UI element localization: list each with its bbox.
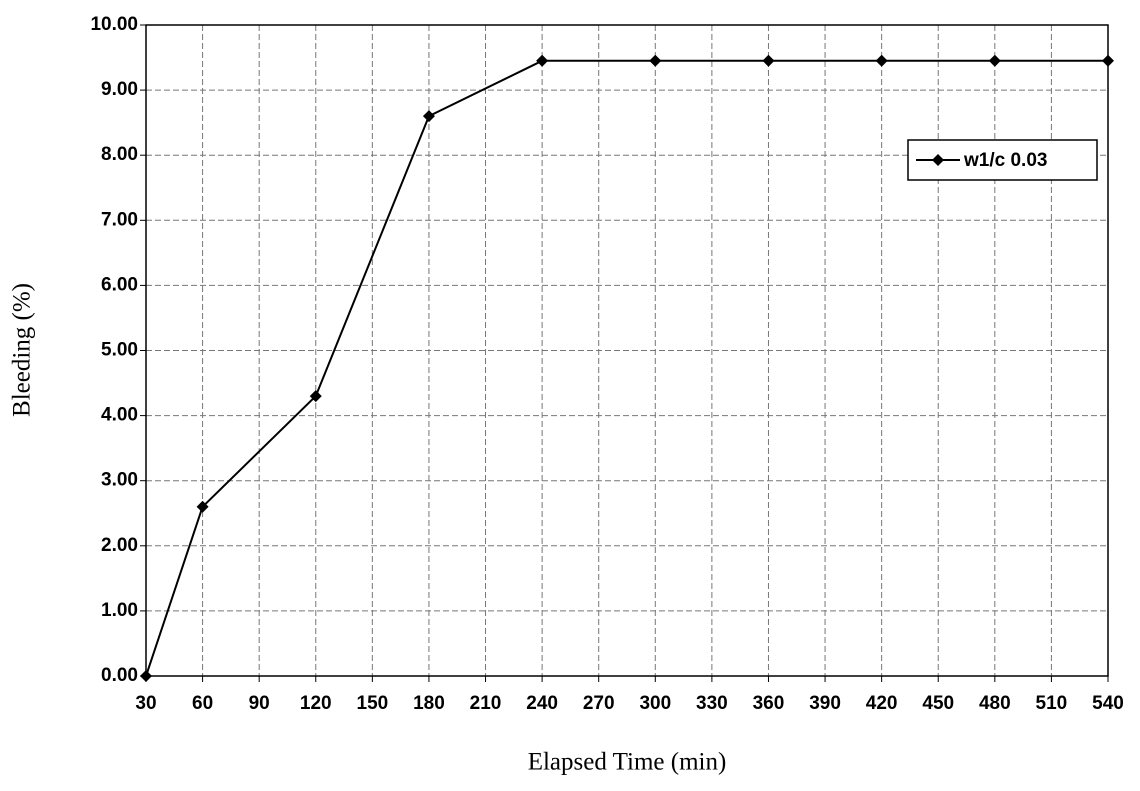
y-tick-label: 1.00 — [101, 600, 138, 621]
x-tick-label: 480 — [979, 693, 1011, 714]
y-tick-label: 0.00 — [101, 665, 138, 686]
data-point — [1102, 54, 1114, 67]
y-tick-label: 10.00 — [90, 14, 138, 35]
x-tick-label: 30 — [135, 693, 156, 714]
x-tick-label: 330 — [696, 693, 728, 714]
series-line — [145, 59, 1108, 677]
data-point — [988, 54, 1001, 67]
y-tick-label: 2.00 — [101, 535, 138, 556]
x-tick-label: 450 — [922, 693, 954, 714]
data-point — [422, 110, 435, 123]
x-tick-label: 210 — [470, 693, 502, 714]
x-tick-label: 270 — [583, 693, 615, 714]
x-tick-label: 510 — [1036, 693, 1068, 714]
data-point — [875, 54, 888, 67]
data-point — [536, 54, 549, 67]
y-axis-title: Bleeding (%) — [9, 283, 36, 417]
x-tick-label: 180 — [413, 693, 445, 714]
x-tick-label: 540 — [1092, 693, 1124, 714]
x-tick-label: 300 — [639, 693, 671, 714]
x-tick-label: 60 — [192, 693, 213, 714]
y-tick-label: 9.00 — [101, 79, 138, 100]
x-tick-label: 120 — [300, 693, 332, 714]
x-tick-label: 150 — [357, 693, 389, 714]
plot-border — [145, 24, 1109, 677]
y-tick-label: 8.00 — [101, 144, 138, 165]
y-tick-label: 4.00 — [101, 405, 138, 426]
x-tick-label: 420 — [866, 693, 898, 714]
y-tick-label: 5.00 — [101, 340, 138, 361]
data-point — [196, 500, 209, 513]
x-tick-label: 90 — [249, 693, 270, 714]
x-tick-label: 360 — [753, 693, 785, 714]
y-tick-label: 7.00 — [101, 209, 138, 230]
y-tick-label: 6.00 — [101, 274, 138, 295]
legend-label: w1/c 0.03 — [963, 150, 1047, 171]
data-point — [309, 390, 322, 403]
data-point — [649, 54, 662, 67]
data-point — [140, 670, 152, 682]
x-tick-label: 240 — [526, 693, 558, 714]
x-axis-title: Elapsed Time (min) — [528, 749, 727, 776]
x-tick-label: 390 — [809, 693, 841, 714]
legend-marker — [932, 154, 944, 166]
y-tick-label: 3.00 — [101, 470, 138, 491]
data-point — [762, 54, 775, 67]
